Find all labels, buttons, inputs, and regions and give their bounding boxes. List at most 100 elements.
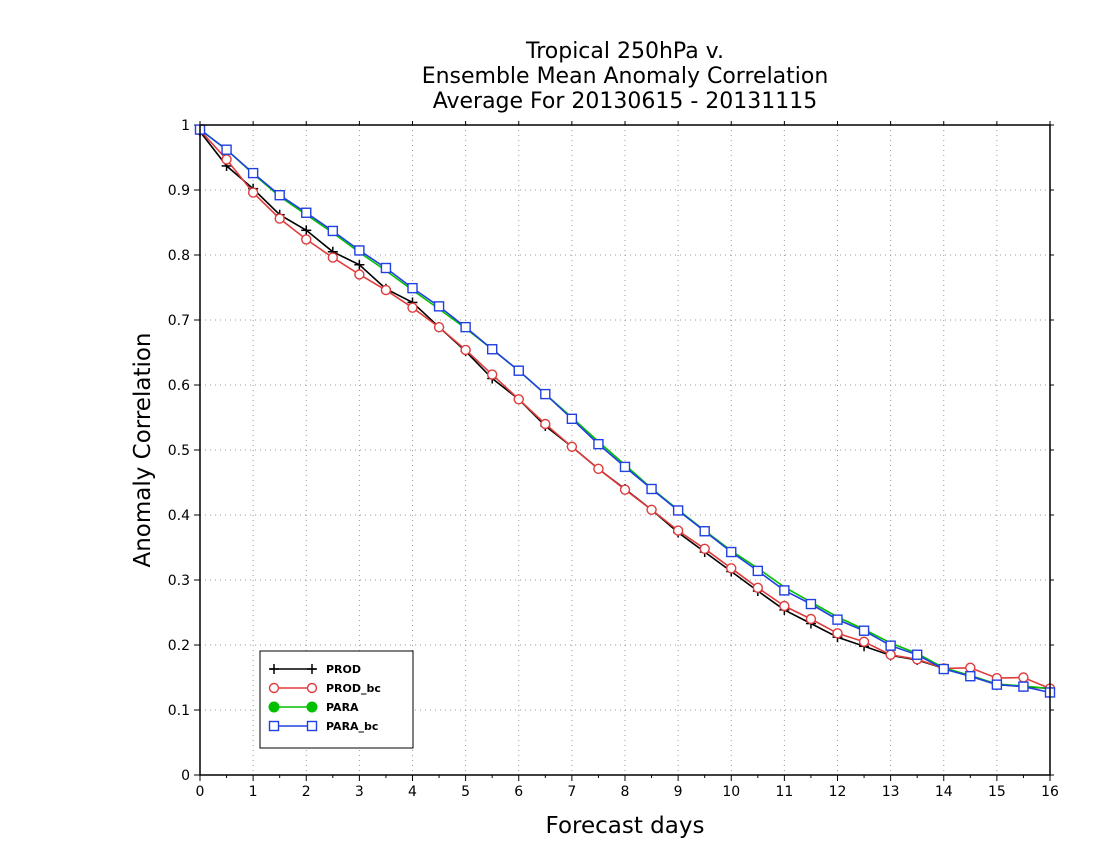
circle-marker <box>327 252 339 263</box>
y-tick-label: 0.4 <box>168 508 190 524</box>
x-tick-label: 2 <box>302 784 311 800</box>
y-tick-label: 0.2 <box>168 638 190 654</box>
x-tick-label: 6 <box>514 784 523 800</box>
circle-marker <box>566 441 578 452</box>
square-marker <box>540 388 551 400</box>
square-marker <box>832 614 843 625</box>
square-marker <box>274 189 285 201</box>
circle-marker <box>540 418 551 430</box>
square-marker <box>938 663 949 675</box>
x-tick-label: 4 <box>408 784 417 800</box>
square-marker <box>354 245 365 256</box>
series-line-prod-bc <box>199 129 1051 690</box>
legend-item-prod: PROD <box>269 663 361 676</box>
square-marker <box>306 720 318 732</box>
square-marker <box>407 282 418 294</box>
y-axis-label: Anomaly Correlation <box>130 332 156 567</box>
x-axis-label: Forecast days <box>546 813 705 839</box>
x-tick-label: 12 <box>829 784 847 800</box>
x-tick-label: 1 <box>249 784 258 800</box>
circle-marker <box>858 636 870 647</box>
square-marker <box>221 144 232 155</box>
square-marker <box>593 438 604 450</box>
chart-title: Tropical 250hPa v. Ensemble Mean Anomaly… <box>422 39 829 114</box>
circle-marker <box>1018 672 1029 683</box>
circle-marker <box>885 649 896 660</box>
circle-marker <box>726 563 737 574</box>
circle-marker <box>380 284 392 296</box>
square-marker <box>566 413 578 424</box>
x-tick-label: 5 <box>461 784 470 800</box>
circle-marker <box>274 213 285 224</box>
legend-label: PROD_bc <box>326 682 381 695</box>
square-marker <box>646 483 657 495</box>
square-marker <box>672 505 684 516</box>
filled-circle-marker <box>268 701 280 713</box>
chart-title-line-2: Ensemble Mean Anomaly Correlation <box>422 64 829 89</box>
circle-marker <box>460 344 471 356</box>
circle-marker <box>354 269 365 280</box>
legend-label: PARA <box>326 701 359 714</box>
circle-marker <box>486 369 498 380</box>
x-tick-label: 7 <box>567 784 576 800</box>
circle-marker <box>513 394 524 405</box>
x-tick-label: 13 <box>882 784 900 800</box>
circle-marker <box>672 525 684 536</box>
x-tick-label: 11 <box>775 784 793 800</box>
y-tick-label: 0.9 <box>168 183 190 199</box>
square-marker <box>805 598 817 610</box>
chart-title-line-3: Average For 20130615 - 20131115 <box>433 89 818 114</box>
y-tick-label: 0.1 <box>168 703 190 719</box>
y-tick-label: 0.8 <box>168 248 190 264</box>
circle-marker <box>221 154 232 165</box>
tick-labels: 0 1 2 3 4 5 6 7 8 9 10 11 12 13 14 15 1600.10.20.30.40.5… <box>168 118 1059 800</box>
circle-marker <box>699 543 710 554</box>
y-tick-label: 0 <box>181 768 190 784</box>
square-marker <box>1018 681 1029 692</box>
x-tick-label: 16 <box>1041 784 1059 800</box>
square-marker <box>513 365 524 376</box>
legend-item-para: PARA <box>268 701 359 714</box>
x-tick-label: 0 <box>196 784 205 800</box>
circle-marker <box>779 600 790 612</box>
legend-box <box>259 650 414 749</box>
square-marker <box>752 565 764 577</box>
square-marker <box>885 640 896 651</box>
x-tick-label: 8 <box>621 784 630 800</box>
legend-item-prod-bc: PROD_bc <box>268 682 381 695</box>
y-tick-label: 0.7 <box>168 313 190 329</box>
square-marker <box>911 649 923 660</box>
square-marker <box>486 344 498 355</box>
circle-marker <box>306 682 318 694</box>
x-tick-label: 15 <box>988 784 1006 800</box>
series-para <box>199 128 1051 690</box>
series-line-para <box>199 128 1051 690</box>
square-marker <box>433 301 445 312</box>
square-marker <box>619 461 631 473</box>
legend-label: PARA_bc <box>326 720 378 733</box>
y-tick-label: 1 <box>181 118 190 134</box>
circle-marker <box>752 582 764 593</box>
legend: PROD PROD_bc PARA PARA_bc <box>259 650 414 749</box>
x-tick-label: 3 <box>355 784 364 800</box>
circle-marker <box>407 302 418 313</box>
y-tick-label: 0.3 <box>168 573 190 589</box>
square-marker <box>460 321 471 333</box>
x-tick-label: 10 <box>722 784 740 800</box>
chart-title-line-1: Tropical 250hPa v. <box>525 39 724 64</box>
plot-frame <box>199 124 1051 776</box>
circle-marker <box>301 234 312 245</box>
x-tick-label: 9 <box>674 784 683 800</box>
circle-marker <box>646 504 657 515</box>
legend-label: PROD <box>326 663 361 676</box>
square-marker <box>858 625 870 636</box>
square-marker <box>327 225 339 237</box>
circle-marker <box>832 628 843 639</box>
square-marker <box>380 262 392 274</box>
circle-marker <box>619 484 631 495</box>
square-marker <box>268 720 280 732</box>
square-marker <box>699 526 710 537</box>
series-prod-bc <box>194 124 1056 694</box>
square-marker <box>301 207 312 218</box>
